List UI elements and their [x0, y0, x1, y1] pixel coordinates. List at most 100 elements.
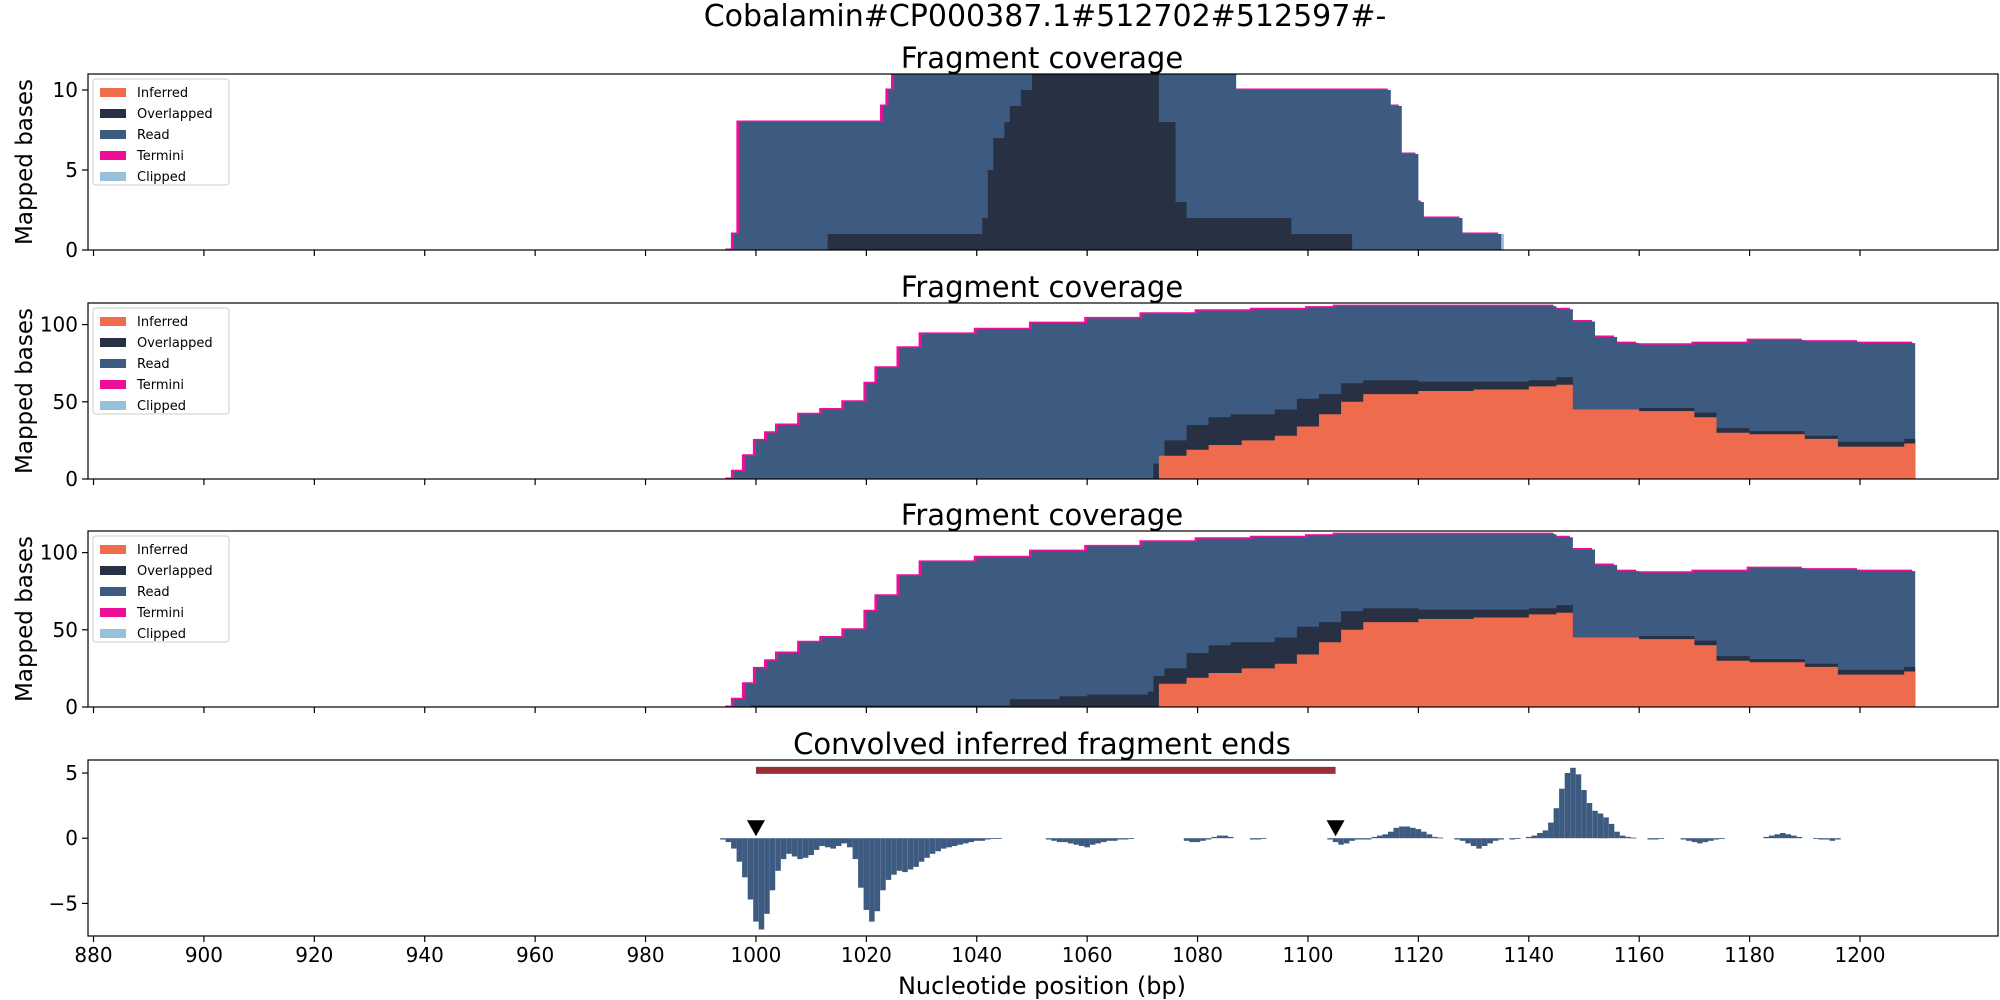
bar: [874, 838, 881, 912]
bar: [1404, 826, 1411, 839]
bar: [869, 838, 875, 922]
bar: [1597, 813, 1604, 839]
legend-label-inferred: Inferred: [137, 86, 188, 101]
bar: [802, 838, 809, 858]
legend-label-termini: Termini: [136, 149, 184, 164]
bar: [1608, 823, 1615, 839]
y-tick-label: 0: [65, 238, 78, 262]
panel-frame: [87, 530, 1999, 708]
bar: [1476, 838, 1482, 849]
bar: [1719, 838, 1725, 839]
legend-swatch-inferred: [100, 88, 126, 97]
x-axis-label: Nucleotide position (bp): [898, 972, 1186, 1000]
bar: [758, 838, 765, 930]
bar: [979, 838, 986, 841]
x-tick-label: 1120: [1393, 943, 1444, 967]
bar: [1653, 838, 1659, 840]
bar: [1774, 834, 1780, 839]
bar: [797, 838, 803, 860]
legend: Inferred Overlapped Read Termini Clipped: [92, 307, 230, 415]
bar: [1680, 838, 1687, 840]
panel-title: Fragment coverage: [901, 498, 1183, 532]
y-tick-label: 100: [40, 541, 78, 565]
bar: [1183, 838, 1190, 841]
y-tick-label: 0: [65, 467, 78, 491]
bar: [1586, 803, 1593, 839]
legend-swatch-clipped: [100, 172, 126, 181]
legend-box: [92, 307, 230, 415]
bar: [1393, 827, 1400, 839]
x-tick-label: 1060: [1062, 943, 1113, 967]
panel-title: Convolved inferred fragment ends: [793, 727, 1291, 761]
bar: [1603, 817, 1609, 839]
y-tick-label: 10: [53, 78, 78, 102]
bar: [1338, 838, 1344, 845]
bar: [1691, 838, 1698, 843]
plot-area: [725, 532, 1916, 707]
bar: [1365, 838, 1372, 840]
bar: [1570, 767, 1576, 839]
bar: [1492, 838, 1499, 841]
bar: [1768, 835, 1775, 839]
bar: [1382, 834, 1389, 839]
bar: [1332, 838, 1339, 843]
legend-swatch-overlapped: [100, 109, 126, 118]
bar: [1796, 836, 1803, 839]
legend-label-overlapped: Overlapped: [137, 564, 213, 579]
bar: [1360, 838, 1366, 840]
bar: [830, 838, 837, 849]
bar: [1708, 838, 1714, 841]
bar: [1421, 831, 1427, 839]
bar: [1559, 788, 1565, 839]
bar: [902, 838, 908, 873]
bar: [1454, 838, 1460, 840]
legend-label-clipped: Clipped: [137, 170, 186, 185]
legend-label-inferred: Inferred: [137, 315, 188, 330]
bar: [996, 838, 1002, 839]
x-tick-label: 1140: [1503, 943, 1554, 967]
bar: [1763, 836, 1769, 839]
bar: [1619, 835, 1626, 839]
panel-frame: [87, 73, 1999, 251]
bar: [1261, 838, 1267, 839]
bar: [1200, 838, 1206, 841]
bar: [1780, 833, 1786, 839]
plot-area: [720, 766, 1841, 930]
bar: [1498, 838, 1504, 840]
bar: [1426, 834, 1433, 839]
legend-swatch-read: [100, 359, 126, 368]
figure-suptitle: Cobalamin#CP000387.1#512702#512597#-: [704, 0, 1387, 34]
bar: [725, 838, 732, 843]
legend-swatch-inferred: [100, 545, 126, 554]
legend-swatch-termini: [100, 608, 126, 617]
legend-label-clipped: Clipped: [137, 399, 186, 414]
bar: [1548, 822, 1554, 839]
bar: [747, 838, 754, 900]
bar: [1686, 838, 1692, 841]
triangle-marker: [746, 820, 765, 837]
bar: [1481, 838, 1488, 846]
bar: [1785, 834, 1792, 839]
bar: [1189, 838, 1195, 843]
bar: [1702, 838, 1709, 843]
bar: [1432, 836, 1438, 839]
y-tick-label: 50: [53, 618, 78, 642]
legend-box: [92, 535, 230, 643]
bar: [1327, 838, 1333, 840]
bar: [1078, 838, 1085, 846]
bar: [935, 838, 941, 852]
bar: [1250, 838, 1256, 840]
bar: [1791, 835, 1797, 839]
bar: [1084, 838, 1090, 848]
bar: [847, 838, 853, 848]
x-tick-label: 1020: [841, 943, 892, 967]
panel-2: Inferred Overlapped Read Termini Clipped Frag…: [12, 270, 1999, 491]
panel-frame: [87, 302, 1999, 480]
x-tick-label: 920: [295, 943, 333, 967]
bar: [946, 838, 952, 848]
x-tick-label: 1200: [1835, 943, 1886, 967]
legend: Inferred Overlapped Read Termini Clipped: [92, 78, 230, 186]
bar: [1575, 774, 1582, 839]
bar: [753, 838, 759, 922]
